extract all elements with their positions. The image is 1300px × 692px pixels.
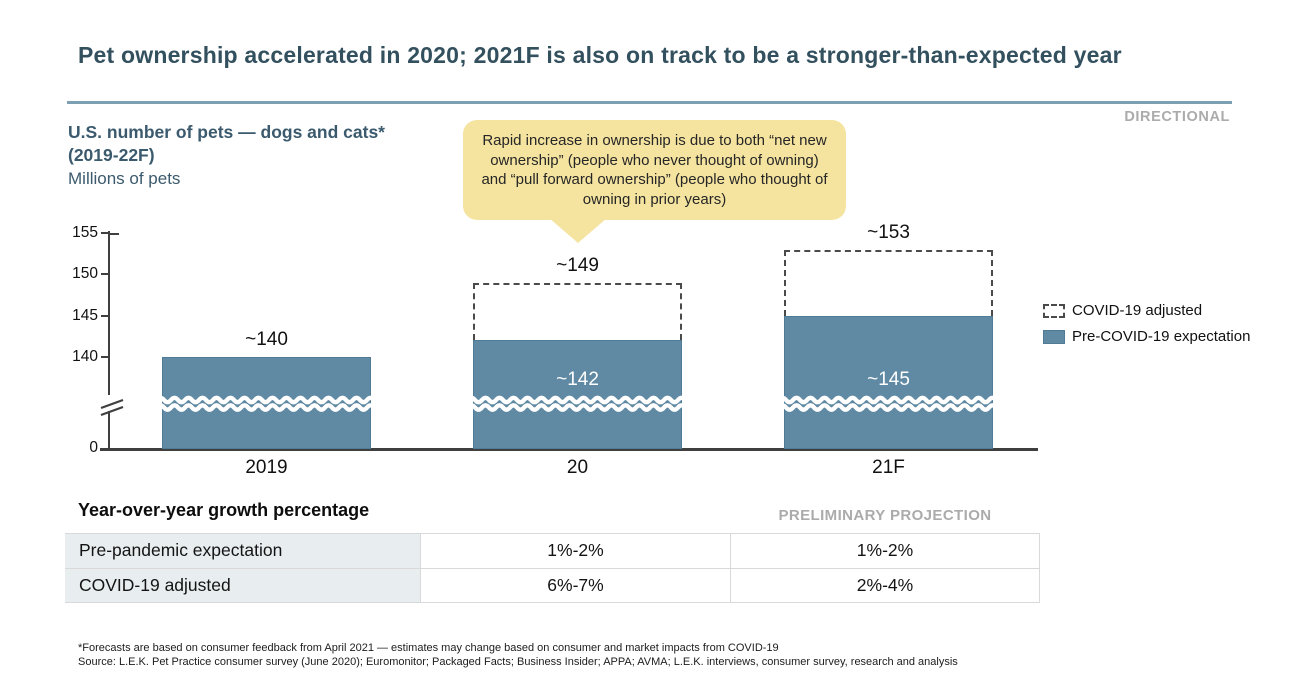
- bar-dashed-value-label: ~149: [556, 254, 599, 276]
- bar-solid-20: [473, 340, 682, 449]
- chart-units-label: Millions of pets: [68, 169, 181, 188]
- legend-label: Pre-COVID-19 expectation: [1072, 328, 1251, 345]
- y-axis: [108, 231, 110, 449]
- growth-table: Pre-pandemic expectation 1%-2% 1%-2% COVID-…: [65, 533, 1040, 603]
- bar-solid-value-label: ~145: [867, 369, 910, 390]
- bar-break-wave: [466, 394, 694, 416]
- axis-break-icon: [100, 393, 126, 417]
- x-category-label: 2019: [245, 457, 288, 478]
- table-row: COVID-19 adjusted 6%-7% 2%-4%: [65, 568, 1040, 603]
- bar-break-wave: [155, 394, 383, 416]
- chart-legend: COVID-19 adjusted Pre-COVID-19 expectati…: [1043, 302, 1250, 354]
- legend-label: COVID-19 adjusted: [1072, 302, 1203, 319]
- bar-solid-value-label: ~140: [245, 329, 288, 350]
- y-tick: [101, 231, 108, 234]
- bar-solid-value-label: ~142: [556, 369, 599, 390]
- y-tick: [101, 314, 108, 317]
- callout-tail: [549, 218, 607, 243]
- chart-title-line1: U.S. number of pets — dogs and cats*: [68, 122, 385, 142]
- page-title: Pet ownership accelerated in 2020; 2021F…: [78, 42, 1122, 68]
- growth-table-heading: Year-over-year growth percentage: [78, 500, 370, 520]
- bar-dashed-outline-20: [473, 282, 682, 341]
- chart-title-line2: (2019-22F): [68, 145, 155, 165]
- legend-item-covid-adjusted: COVID-19 adjusted: [1043, 302, 1250, 319]
- y-tick-label: 145: [72, 306, 98, 324]
- growth-value: 2%-4%: [730, 568, 1040, 602]
- y-tick-label: 155: [72, 223, 98, 241]
- y-axis-top-cap: [110, 233, 119, 235]
- growth-value: 1%-2%: [420, 534, 730, 568]
- growth-value: 6%-7%: [420, 568, 730, 602]
- callout-text: Rapid increase in ownership is due to bo…: [481, 132, 828, 208]
- x-axis: [100, 448, 1038, 451]
- footnote-forecast: *Forecasts are based on consumer feedbac…: [78, 642, 779, 654]
- directional-label: DIRECTIONAL: [1124, 109, 1230, 125]
- y-tick-label: 140: [72, 348, 98, 365]
- y-tick: [101, 273, 108, 276]
- dashed-box-swatch-icon: [1043, 303, 1065, 318]
- chart-header: U.S. number of pets — dogs and cats* (20…: [68, 121, 468, 190]
- growth-value: 1%-2%: [730, 534, 1040, 568]
- y-tick: [101, 356, 108, 358]
- x-category-label: 20: [566, 457, 589, 478]
- row-label: Pre-pandemic expectation: [65, 534, 420, 568]
- preliminary-projection-label: PRELIMINARY PROJECTION: [778, 507, 992, 524]
- footnote-source: Source: L.E.K. Pet Practice consumer sur…: [78, 655, 958, 668]
- legend-item-pre-covid: Pre-COVID-19 expectation: [1043, 328, 1250, 345]
- callout-bubble: Rapid increase in ownership is due to bo…: [463, 120, 846, 243]
- bar-solid-21F: [784, 315, 993, 449]
- table-row: Pre-pandemic expectation 1%-2% 1%-2%: [65, 534, 1040, 569]
- row-label: COVID-19 adjusted: [65, 568, 420, 602]
- y-axis-break-mask: [106, 395, 114, 411]
- footnotes: *Forecasts are based on consumer feedbac…: [78, 642, 1078, 669]
- bar-break-wave: [777, 394, 1005, 416]
- bar-dashed-value-label: ~153: [867, 221, 910, 243]
- title-divider: [67, 101, 1232, 104]
- bar-dashed-outline-21F: [784, 249, 993, 316]
- y-tick-label: 0: [89, 439, 98, 456]
- solid-box-swatch-icon: [1043, 329, 1065, 344]
- y-tick-label: 150: [72, 265, 98, 283]
- x-category-label: 21F: [872, 457, 905, 478]
